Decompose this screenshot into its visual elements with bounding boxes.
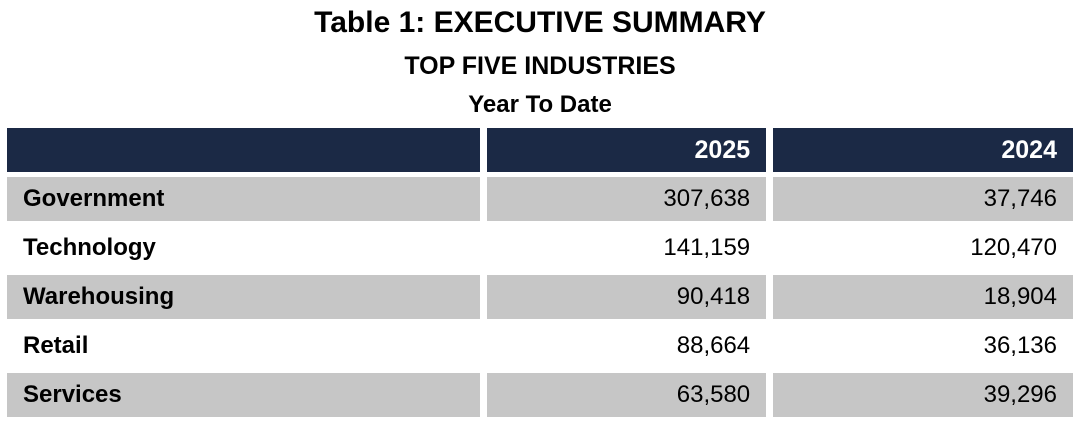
table-row: Retail 88,664 36,136 (7, 324, 1073, 369)
table-row: Government 307,638 37,746 (7, 177, 1073, 222)
value-2025-cell: 141,159 (487, 226, 767, 271)
industry-cell: Technology (7, 226, 481, 271)
value-2025-cell: 88,664 (487, 324, 767, 369)
table-row: Technology 141,159 120,470 (7, 226, 1073, 271)
value-2025-cell: 307,638 (487, 177, 767, 222)
industry-cell: Services (7, 373, 481, 418)
value-2024-cell: 39,296 (773, 373, 1073, 418)
table-title: Table 1: EXECUTIVE SUMMARY (314, 6, 766, 39)
value-2024-cell: 18,904 (773, 275, 1073, 320)
industry-cell: Retail (7, 324, 481, 369)
value-2025-cell: 90,418 (487, 275, 767, 320)
title-block: Table 1: EXECUTIVE SUMMARY TOP FIVE INDU… (0, 0, 1080, 118)
table-period: Year To Date (468, 91, 612, 118)
table-row: Services 63,580 39,296 (7, 373, 1073, 418)
industry-cell: Warehousing (7, 275, 481, 320)
table-row: Warehousing 90,418 18,904 (7, 275, 1073, 320)
year-2024-header: 2024 (773, 128, 1073, 173)
year-2025-header: 2025 (487, 128, 767, 173)
value-2024-cell: 36,136 (773, 324, 1073, 369)
industry-cell: Government (7, 177, 481, 222)
value-2024-cell: 120,470 (773, 226, 1073, 271)
table-header-row: 2025 2024 (7, 128, 1073, 173)
table-subtitle: TOP FIVE INDUSTRIES (404, 51, 676, 80)
industry-column-header (7, 128, 481, 173)
value-2025-cell: 63,580 (487, 373, 767, 418)
value-2024-cell: 37,746 (773, 177, 1073, 222)
executive-summary-table: 2025 2024 Government 307,638 37,746 Tech… (0, 123, 1080, 422)
